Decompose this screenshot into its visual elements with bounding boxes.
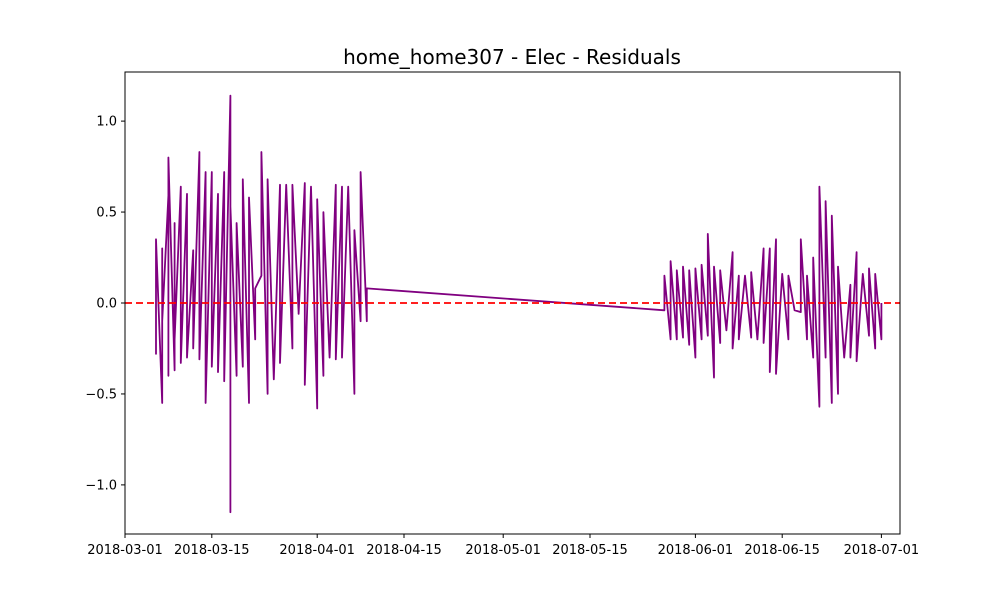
y-tick-label: −0.5	[85, 387, 117, 402]
x-tick-label: 2018-05-01	[465, 543, 541, 558]
plot-area	[125, 94, 900, 514]
x-tick-label: 2018-03-15	[174, 543, 250, 558]
y-tick-label: 0.0	[96, 297, 117, 312]
series-line-0	[155, 94, 883, 514]
y-tick-label: −1.0	[85, 478, 117, 493]
x-tick-label: 2018-04-15	[366, 543, 442, 558]
x-tick-label: 2018-04-01	[279, 543, 355, 558]
y-tick-label: 0.5	[96, 206, 117, 221]
y-axis: 1.0 0.5 0.0 −0.5 −1.0	[85, 115, 125, 493]
chart-title: home_home307 - Elec - Residuals	[343, 45, 681, 69]
x-tick-label: 2018-06-15	[744, 543, 820, 558]
x-axis: 2018-03-01 2018-03-15 2018-04-01 2018-04-15…	[87, 534, 919, 558]
x-tick-label: 2018-05-15	[552, 543, 628, 558]
x-tick-label: 2018-07-01	[844, 543, 920, 558]
x-tick-label: 2018-03-01	[87, 543, 163, 558]
x-tick-label: 2018-06-01	[658, 543, 734, 558]
y-tick-label: 1.0	[96, 115, 117, 130]
